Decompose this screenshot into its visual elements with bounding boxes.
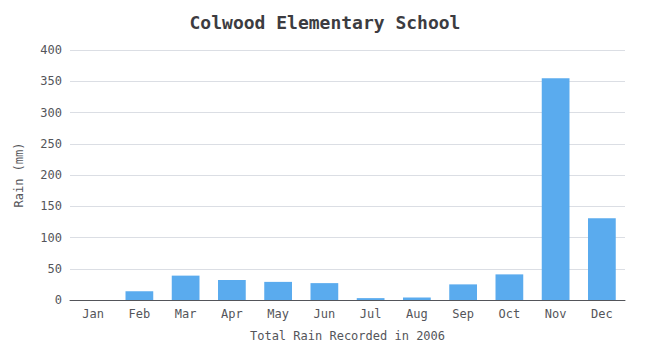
svg-text:200: 200	[40, 168, 62, 182]
svg-text:Jan: Jan	[82, 307, 104, 321]
svg-text:May: May	[267, 307, 289, 321]
svg-text:Colwood Elementary School: Colwood Elementary School	[190, 12, 461, 33]
svg-text:Sep: Sep	[452, 307, 474, 321]
svg-text:400: 400	[40, 43, 62, 57]
svg-text:50: 50	[48, 262, 62, 276]
svg-text:300: 300	[40, 106, 62, 120]
svg-text:350: 350	[40, 74, 62, 88]
svg-text:Mar: Mar	[175, 307, 197, 321]
svg-text:100: 100	[40, 231, 62, 245]
svg-text:150: 150	[40, 199, 62, 213]
svg-text:Rain (mm): Rain (mm)	[12, 142, 26, 207]
svg-text:Total Rain Recorded in 2006: Total Rain Recorded in 2006	[250, 329, 445, 343]
svg-text:Aug: Aug	[406, 307, 428, 321]
svg-text:0: 0	[55, 293, 62, 307]
svg-text:Dec: Dec	[591, 307, 613, 321]
svg-text:250: 250	[40, 137, 62, 151]
svg-text:Jul: Jul	[360, 307, 382, 321]
svg-text:Jun: Jun	[314, 307, 336, 321]
svg-text:Oct: Oct	[499, 307, 521, 321]
svg-text:Apr: Apr	[221, 307, 243, 321]
svg-text:Feb: Feb	[129, 307, 151, 321]
svg-text:Nov: Nov	[545, 307, 567, 321]
